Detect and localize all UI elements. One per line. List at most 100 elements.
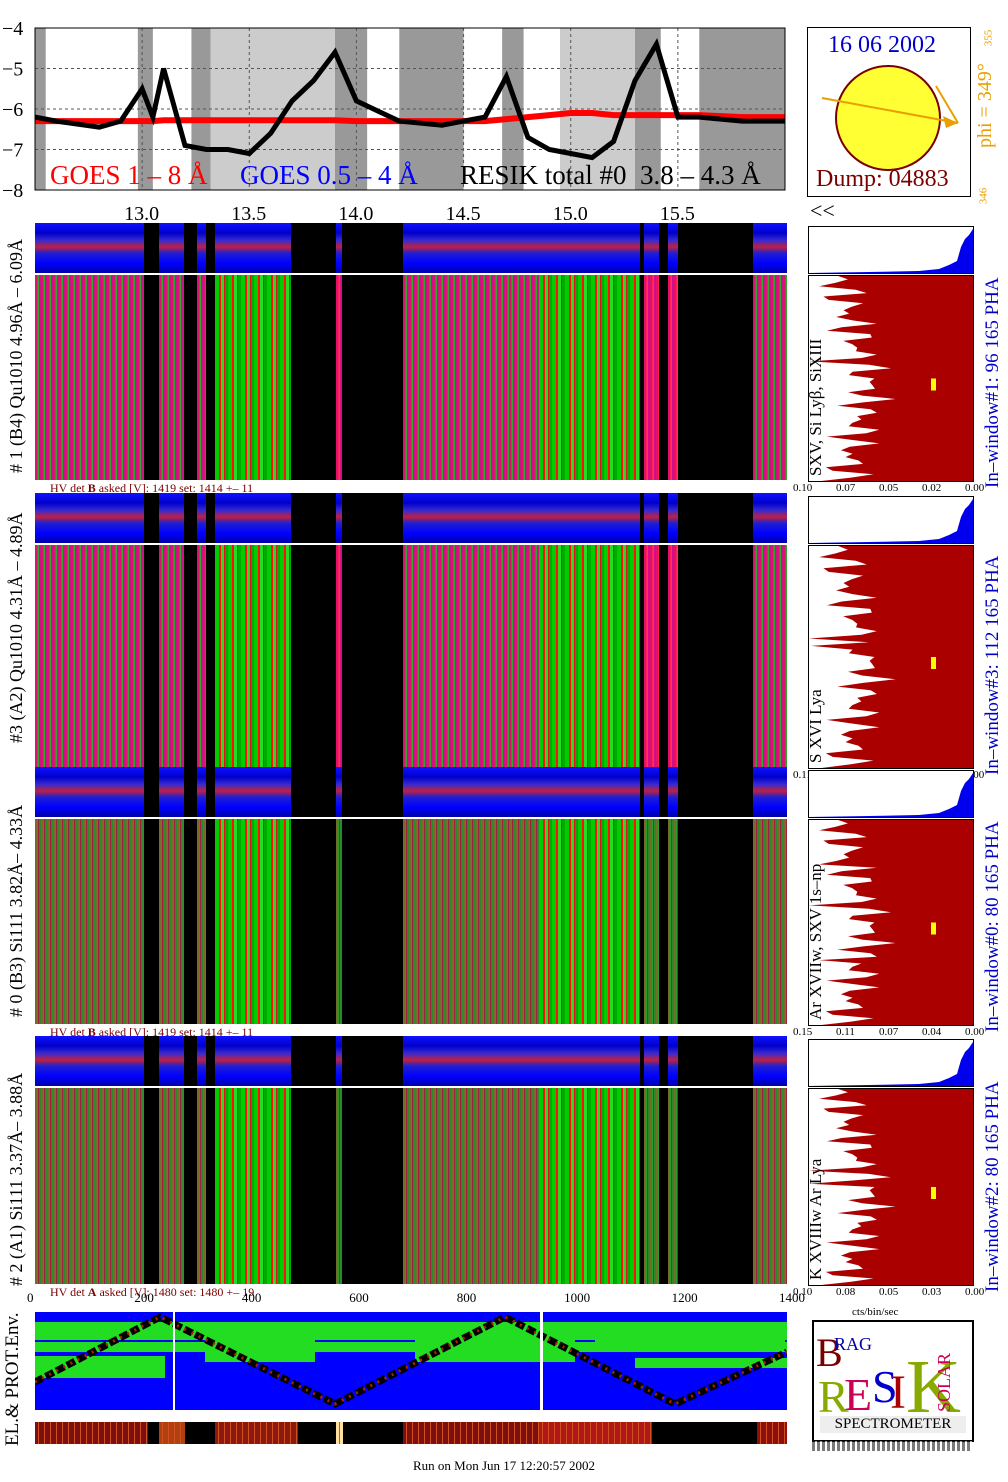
detector-map-segment	[290, 223, 299, 273]
x-tick-label: 14.5	[446, 203, 481, 225]
detector-map-segment	[183, 767, 197, 817]
in-window-pha-label: In–window#1: 96 165 PHA	[982, 277, 1003, 488]
goes-light-curve-plot: −4 −5 −6 −7 −8 13.0 13.5 14.0 14.5 15.0 15.5 X M C B…	[0, 0, 850, 275]
spectrum-column	[508, 819, 539, 1024]
spectrum-column	[215, 819, 291, 1024]
orbit-track	[35, 1313, 787, 1408]
orbit-x-tick: 1200	[671, 1290, 698, 1305]
spectrum-x-tick: 0.07	[879, 1026, 899, 1038]
detector-map-segment	[335, 493, 342, 543]
pha-histogram-area	[809, 1042, 973, 1086]
window-marker	[931, 922, 936, 935]
window-marker	[931, 1187, 936, 1199]
line-identification: SXV, Si Lyβ, SiXIII	[806, 338, 825, 476]
detector-map-segment	[183, 493, 197, 543]
activity-segment	[538, 1422, 652, 1444]
spectrum-column	[644, 1088, 660, 1284]
svg-text:K: K	[906, 1345, 961, 1418]
pha-histogram-svg	[809, 229, 973, 273]
observation-date: 16 06 2002	[828, 32, 936, 58]
spectrum-x-axis-label: cts/bin/sec	[852, 1306, 899, 1318]
spectrum-column	[206, 819, 216, 1024]
spectrum-x-tick: 0.00	[965, 1026, 985, 1038]
hv-prefix: HV det	[50, 481, 88, 495]
orbit-x-tick: 0	[27, 1290, 34, 1305]
spectrum-column	[659, 545, 669, 767]
spectrum-column	[508, 275, 539, 480]
orbit-x-tick: 600	[349, 1290, 369, 1305]
pha-histogram	[808, 1039, 974, 1087]
activity-segment	[298, 1422, 336, 1444]
detector-map-segment	[206, 223, 216, 273]
spectrum-column	[341, 545, 404, 767]
flare-class-label: B	[786, 140, 790, 152]
spectrum-column	[196, 545, 207, 767]
line-spectrum-area	[809, 820, 973, 1025]
spectrum-column	[159, 1088, 184, 1284]
spectrum-column	[196, 275, 207, 480]
orbit-x-tick: 200	[134, 1290, 154, 1305]
detector-map-segment	[640, 223, 645, 273]
activity-bar	[35, 1422, 787, 1444]
y-tick-label: −5	[2, 59, 23, 81]
resik-logo: B RAG R E S I K SOLAR SPECTROMETER	[812, 1320, 974, 1442]
detector-map-segment	[538, 767, 641, 817]
spectrum-column	[215, 1088, 291, 1284]
detector-map-segment	[640, 493, 645, 543]
hv-detector-readout: HV det A asked [V]: 1480 set: 1480 +– 19	[50, 1285, 254, 1300]
activity-segment	[185, 1422, 216, 1444]
orbit-x-tick: 1000	[564, 1290, 591, 1305]
spectrum-column	[144, 545, 160, 767]
spectrum-column	[159, 819, 184, 1024]
detector-map-segment	[403, 1036, 509, 1086]
spectrum-column	[298, 545, 336, 767]
svg-text:R: R	[818, 1371, 849, 1418]
activity-segment	[681, 1422, 757, 1444]
panel-wavelength-label: # 2 (A1) Si111 3.37Å– 3.88Å	[6, 1072, 26, 1286]
detector-map-segment	[341, 493, 404, 543]
line-spectrum-svg	[809, 546, 973, 768]
detector-map-segment	[35, 223, 145, 273]
flare-class-label: M	[786, 60, 790, 76]
particle-flux-region	[35, 1342, 787, 1352]
spectrum-x-tick: 0.10	[793, 482, 813, 494]
spectrum-column	[403, 545, 509, 767]
spectrum-column	[335, 1088, 342, 1284]
goes-light-curve-svg: −4 −5 −6 −7 −8 13.0 13.5 14.0 14.5 15.0 15.5 X M C B…	[2, 18, 806, 225]
activity-segment	[35, 1422, 148, 1444]
spectrum-column	[644, 819, 660, 1024]
detector-map-segment	[298, 1036, 336, 1086]
detector-map-band	[35, 767, 787, 817]
spectrum-column	[644, 545, 660, 767]
detector-map-segment	[753, 767, 787, 817]
particle-flux-region	[635, 1358, 787, 1368]
spectrum-column	[290, 819, 299, 1024]
y-tick-label: −6	[2, 99, 23, 121]
window-marker	[931, 378, 936, 391]
spectrum-column	[538, 275, 641, 480]
detector-map-segment	[215, 223, 291, 273]
detector-map-segment	[681, 223, 754, 273]
detector-map-segment	[640, 1036, 645, 1086]
spectrum-column	[298, 819, 336, 1024]
spectrum-x-axis: 0.10 0.08 0.05 0.03 0.00	[793, 1286, 993, 1300]
spectrum-column	[206, 1088, 216, 1284]
detector-map-segment	[206, 767, 216, 817]
logo-credits-strip	[812, 1441, 972, 1451]
spectrum-column	[677, 1088, 682, 1284]
data-gap-band	[35, 28, 46, 190]
spectrum-x-tick: 0.04	[922, 1026, 942, 1038]
detector-map-segment	[298, 223, 336, 273]
legend-resik-total: RESIK total #0 3.8 – 4.3 Å	[460, 160, 761, 190]
y-tick-label: −4	[2, 18, 23, 40]
detector-map-segment	[753, 493, 787, 543]
spectrum-column	[196, 819, 207, 1024]
spectrum-column	[298, 1088, 336, 1284]
svg-text:E: E	[844, 1369, 872, 1418]
orbit-x-tick: 800	[456, 1290, 477, 1305]
detector-map-segment	[298, 493, 336, 543]
detector-map-segment	[298, 767, 336, 817]
spectrum-x-tick: 0.00	[965, 1286, 985, 1298]
hv-prefix: HV det	[50, 1285, 88, 1299]
activity-segment	[756, 1422, 787, 1444]
